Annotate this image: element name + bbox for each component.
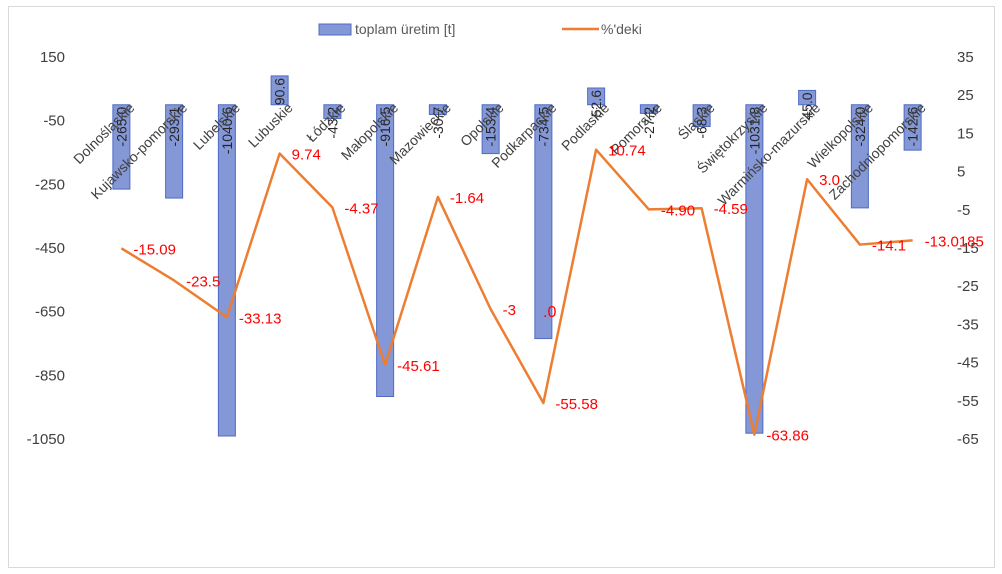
bar-value-label: -916.5 [377, 107, 393, 147]
right-axis-tick: -65 [957, 431, 979, 448]
category-label: Podlaskie [558, 99, 612, 153]
axes: 150 -50 -250 -450 -650 -850 -1050 35 25 15 5 -5 -15 -… [27, 49, 979, 448]
bar [692, 104, 711, 127]
bar-series: -265.0 -293.1 -1040.6 90.6 -43.2 -916.5 -30.7 -… [112, 75, 922, 437]
right-axis-tick: -35 [957, 316, 979, 333]
bar-value-label: -43.2 [324, 107, 340, 139]
legend-bar-label: toplam üretim [t] [355, 21, 455, 37]
bar [323, 104, 342, 120]
bar [587, 87, 606, 106]
line-value-label: -23.5 [186, 273, 220, 290]
left-axis-tick: 150 [40, 49, 65, 66]
line-series: -15.09 -23.5 -33.13 9.74 -4.37 -45.61 -1.64 -3 -… [120, 143, 984, 445]
right-axis-tick: -55 [957, 393, 979, 410]
category-label: Warmińsko-mazurskie [714, 99, 823, 208]
bar [534, 104, 553, 340]
line-value-label: -4.37 [344, 200, 378, 217]
legend-line-label: %'deki [601, 21, 642, 37]
bar [639, 104, 658, 114]
bar-value-label: -324.0 [852, 107, 868, 147]
line-value-label: -4.90 [661, 202, 695, 219]
right-axis-tick: 35 [957, 49, 974, 66]
line-value-label: -33.13 [239, 310, 282, 327]
left-axis-tick: -850 [35, 367, 65, 384]
bar-value-label: 90.6 [272, 78, 288, 105]
bar-value-label: -30.7 [430, 107, 446, 139]
bar-value-label: -142.6 [905, 107, 921, 147]
bar-value-label: -1031.8 [746, 107, 762, 155]
line-value-label: -3 [503, 302, 516, 319]
bar [428, 104, 447, 116]
line-value-label: 3.0 [819, 172, 840, 189]
overlay-label: .0 [543, 304, 556, 321]
right-axis-tick: -5 [957, 202, 970, 219]
left-axis-tick: -250 [35, 176, 65, 193]
bar-value-label: -265.0 [113, 107, 129, 147]
line-value-label: -4.59 [714, 201, 748, 218]
right-axis-tick: 5 [957, 164, 965, 181]
bar-value-label: -27.2 [641, 107, 657, 139]
bar [376, 104, 395, 398]
line-value-label: -63.86 [766, 428, 809, 445]
legend-bar-swatch [318, 23, 352, 36]
right-axis-tick: -15 [957, 240, 979, 257]
line-value-label: 9.74 [292, 146, 321, 163]
bar-value-label: -153.4 [483, 107, 499, 147]
bar [481, 104, 500, 155]
bar-value-label: 45.0 [799, 92, 815, 119]
right-axis-tick: -45 [957, 355, 979, 372]
category-label: Lubuskie [245, 99, 296, 150]
line-value-label: -1.64 [450, 190, 484, 207]
category-label: Zachodniopomorskie [826, 99, 929, 202]
bar-value-label: -734.5 [535, 107, 551, 147]
right-axis-tick: -25 [957, 278, 979, 295]
bar-value-label: -293.1 [166, 107, 182, 147]
left-axis-tick: -1050 [27, 431, 65, 448]
bar-value-label: -68.3 [694, 107, 710, 139]
line-path [120, 148, 913, 436]
bar [165, 104, 184, 199]
left-axis-tick: -650 [35, 304, 65, 321]
line-value-label: -15.09 [133, 241, 176, 258]
line-value-label: -45.61 [397, 358, 440, 375]
bar [217, 104, 236, 437]
legend: toplam üretim [t] %'deki [318, 21, 642, 37]
bar [903, 104, 922, 151]
line-value-label: -13.0185 [925, 233, 984, 250]
bar-value-label: -1040.6 [219, 107, 235, 155]
combo-chart: toplam üretim [t] %'deki 150 -50 -250 -450 -… [27, 21, 984, 448]
bar [112, 104, 131, 190]
bar-value-label: 52.6 [588, 90, 604, 117]
line-value-label: -55.58 [555, 396, 598, 413]
right-axis-tick: 15 [957, 125, 974, 142]
chart-frame: toplam üretim [t] %'deki 150 -50 -250 -450 -… [8, 6, 995, 568]
bar [270, 75, 289, 106]
line-value-label: -14.1 [872, 238, 906, 255]
bar [798, 89, 817, 106]
right-axis-tick: 25 [957, 87, 974, 104]
left-axis-tick: -50 [43, 113, 65, 130]
line-value-label: 10.74 [608, 143, 646, 160]
bar [850, 104, 869, 209]
left-axis-tick: -450 [35, 240, 65, 257]
